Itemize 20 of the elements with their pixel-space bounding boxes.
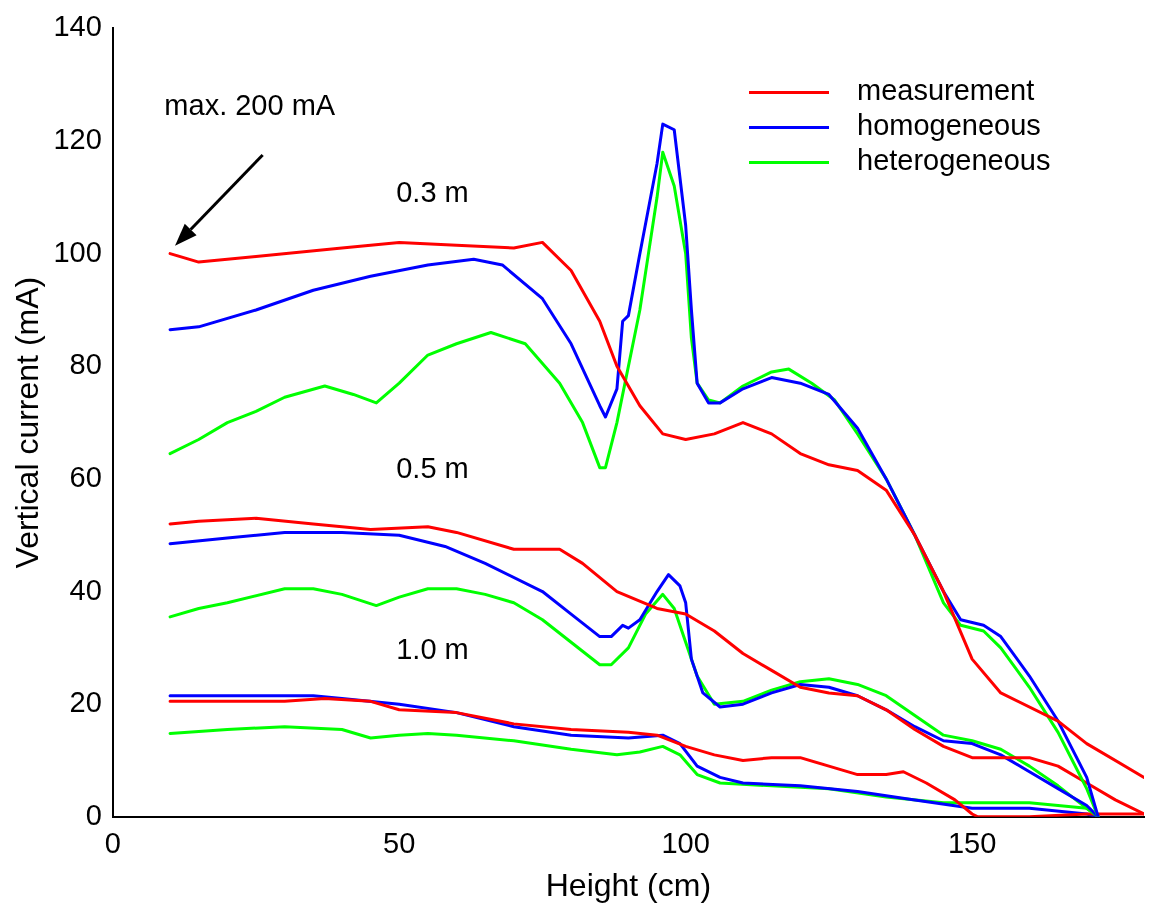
y-axis-title: Vertical current (mA) [9, 276, 46, 569]
annotation: 0.3 m [396, 175, 469, 208]
x-axis-title: Height (cm) [545, 866, 712, 903]
x-tick-label: 150 [947, 827, 997, 860]
legend-label: homogeneous [857, 109, 1041, 142]
annotation: max. 200 mA [164, 89, 336, 122]
y-tick-label: 100 [53, 235, 102, 268]
y-tick-label: 0 [85, 798, 102, 831]
y-tick-label: 60 [69, 460, 102, 493]
y-tick-label: 40 [69, 573, 102, 606]
legend-label: measurement [857, 74, 1035, 107]
annotation: 1.0 m [396, 633, 469, 666]
y-tick-label: 140 [53, 10, 102, 43]
x-tick-label: 100 [661, 827, 710, 860]
y-tick-label: 20 [69, 686, 102, 719]
y-tick-label: 80 [69, 348, 102, 381]
x-tick-label: 50 [383, 827, 416, 860]
annotation: 0.5 m [396, 451, 469, 484]
y-tick-label: 120 [53, 123, 102, 156]
legend-label: heterogeneous [857, 144, 1051, 177]
